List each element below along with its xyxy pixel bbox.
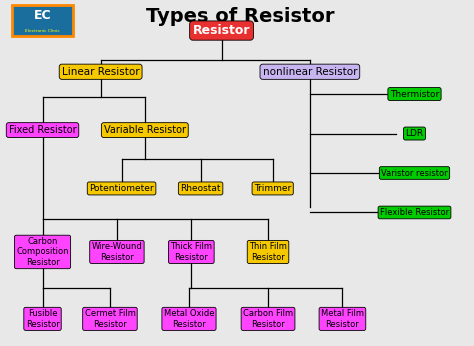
Text: EC: EC: [34, 9, 51, 22]
Text: Trimmer: Trimmer: [254, 184, 292, 193]
Text: Carbon Film
Resistor: Carbon Film Resistor: [243, 309, 293, 329]
Text: Cermet Film
Resistor: Cermet Film Resistor: [84, 309, 136, 329]
Text: Varistor resistor: Varistor resistor: [381, 169, 448, 177]
Text: Fusible
Resistor: Fusible Resistor: [26, 309, 59, 329]
Text: Wire-Wound
Resistor: Wire-Wound Resistor: [91, 242, 142, 262]
Text: Potentiometer: Potentiometer: [89, 184, 154, 193]
Text: Flexible Resistor: Flexible Resistor: [380, 208, 449, 217]
Text: Metal Oxide
Resistor: Metal Oxide Resistor: [164, 309, 214, 329]
Text: LDR: LDR: [405, 129, 424, 138]
Text: Electronic Clinic: Electronic Clinic: [25, 29, 60, 33]
Text: Rheostat: Rheostat: [181, 184, 221, 193]
Text: Linear Resistor: Linear Resistor: [62, 67, 139, 77]
FancyBboxPatch shape: [12, 5, 73, 36]
Text: Resistor: Resistor: [193, 24, 250, 37]
Text: Fixed Resistor: Fixed Resistor: [9, 125, 76, 135]
Text: nonlinear Resistor: nonlinear Resistor: [263, 67, 357, 77]
Text: Thin Film
Resistor: Thin Film Resistor: [249, 242, 287, 262]
Text: Carbon
Composition
Resistor: Carbon Composition Resistor: [16, 237, 69, 267]
Text: Thermistor: Thermistor: [390, 90, 439, 99]
Text: Types of Resistor: Types of Resistor: [146, 7, 334, 26]
Text: Variable Resistor: Variable Resistor: [104, 125, 186, 135]
Text: Metal Film
Resistor: Metal Film Resistor: [321, 309, 364, 329]
Text: Thick Film
Resistor: Thick Film Resistor: [170, 242, 212, 262]
